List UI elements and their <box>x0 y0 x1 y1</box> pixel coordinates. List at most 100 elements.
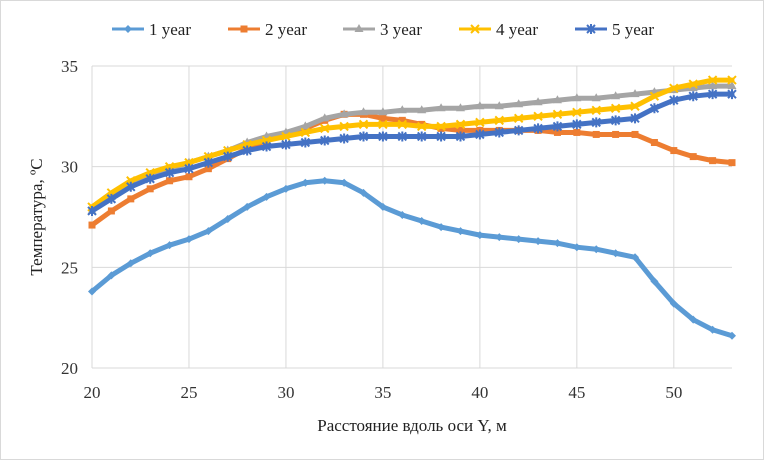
data-point <box>185 173 193 181</box>
data-point <box>612 130 620 138</box>
data-point <box>164 167 175 178</box>
data-point <box>87 205 97 216</box>
legend: 1 year 2 year 3 year 4 year 5 year <box>112 20 654 39</box>
data-point <box>534 237 543 246</box>
data-point <box>106 193 117 204</box>
data-point <box>398 210 407 219</box>
x-tick-label: 35 <box>374 383 391 402</box>
data-point <box>378 119 388 130</box>
data-point <box>378 202 387 211</box>
data-point <box>513 113 524 124</box>
data-point <box>320 135 330 146</box>
x-tick-label: 40 <box>471 383 488 402</box>
data-point <box>727 89 737 100</box>
data-point <box>455 131 466 142</box>
data-point <box>709 157 717 165</box>
legend-marker-icon <box>470 24 480 34</box>
legend-label: 3 year <box>380 20 422 39</box>
data-point <box>611 249 620 258</box>
data-point <box>670 147 678 155</box>
legend-item: 4 year <box>459 20 538 39</box>
x-tick-label: 20 <box>84 383 101 402</box>
data-point <box>513 125 524 136</box>
x-tick-label: 25 <box>180 383 197 402</box>
data-point <box>630 89 640 98</box>
data-point <box>455 103 465 112</box>
data-point <box>126 259 135 268</box>
data-point <box>436 131 446 142</box>
data-point <box>88 221 96 229</box>
y-axis-label: Температура, ºС <box>27 158 46 275</box>
data-point <box>708 81 718 90</box>
x-tick-label: 45 <box>568 383 585 402</box>
data-point <box>727 75 737 85</box>
data-point <box>281 184 290 193</box>
data-point <box>359 188 368 197</box>
legend-marker-icon <box>354 24 364 32</box>
data-point <box>146 185 154 193</box>
data-point <box>127 195 135 203</box>
data-point <box>397 119 408 130</box>
data-point <box>320 113 330 122</box>
data-point <box>281 139 291 150</box>
data-point <box>436 103 446 112</box>
data-point <box>165 241 174 250</box>
y-tick-label: 25 <box>61 258 78 277</box>
data-point <box>533 97 543 106</box>
x-axis-label: Расстояние вдоль оси Y, м <box>317 416 507 435</box>
y-tick-label: 35 <box>61 57 78 76</box>
data-point <box>261 141 272 152</box>
data-point <box>203 157 214 168</box>
data-point <box>88 287 96 296</box>
data-point <box>398 116 406 124</box>
data-point <box>591 93 601 102</box>
data-point <box>300 137 311 148</box>
data-point <box>475 101 485 110</box>
series-line <box>89 111 735 228</box>
data-point <box>455 119 466 130</box>
data-point <box>494 115 504 126</box>
data-point <box>146 249 155 258</box>
data-point <box>533 123 543 134</box>
data-point <box>339 133 349 144</box>
data-point <box>650 277 659 286</box>
data-point <box>707 75 718 85</box>
x-tick-label: 30 <box>277 383 294 402</box>
data-point <box>610 103 621 113</box>
data-point <box>552 121 563 132</box>
series-group <box>87 75 737 340</box>
legend-item: 1 year <box>112 20 191 39</box>
data-point <box>378 131 388 142</box>
data-point <box>572 119 582 130</box>
data-point <box>397 131 408 142</box>
x-tick-label: 50 <box>665 383 682 402</box>
data-point <box>456 227 465 236</box>
data-point <box>359 107 369 116</box>
data-point <box>204 227 213 236</box>
data-point <box>300 127 311 138</box>
data-point <box>358 131 369 142</box>
data-point <box>708 325 717 334</box>
data-point <box>300 121 310 130</box>
data-point <box>572 243 581 252</box>
data-point <box>631 130 639 138</box>
data-point <box>416 121 427 132</box>
data-point <box>320 123 330 134</box>
data-point <box>611 91 621 100</box>
data-point <box>727 81 737 90</box>
data-point <box>320 176 329 185</box>
data-point <box>650 139 658 147</box>
data-point <box>379 114 387 122</box>
legend-label: 2 year <box>265 20 307 39</box>
data-point <box>281 131 291 142</box>
data-point <box>494 127 504 138</box>
data-point <box>514 235 523 244</box>
data-point <box>358 119 369 130</box>
data-point <box>649 91 660 101</box>
data-point <box>223 151 233 162</box>
data-point <box>592 130 600 138</box>
data-point <box>495 233 504 242</box>
data-point <box>728 159 736 167</box>
series-1-year <box>88 176 736 340</box>
